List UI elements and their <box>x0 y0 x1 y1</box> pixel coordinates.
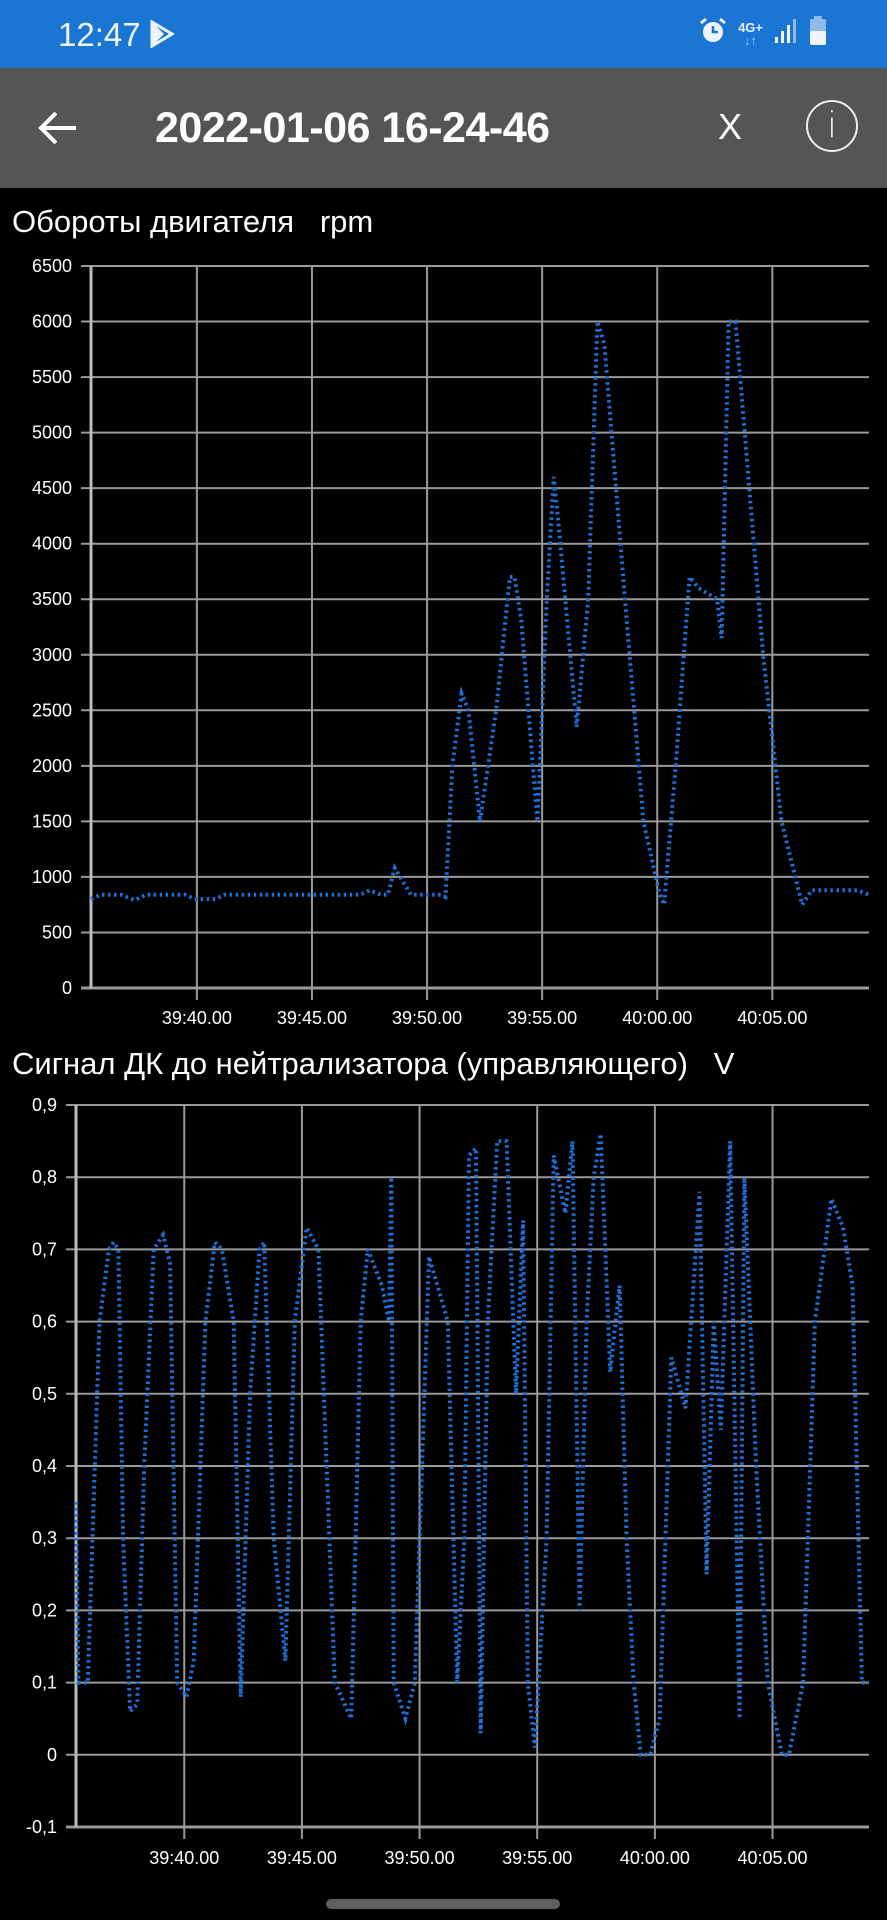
close-button[interactable]: X <box>718 106 743 147</box>
y-tick-label: 0,9 <box>32 1095 57 1115</box>
network-4g-plus-icon: 4G+ ↓↑ <box>738 19 763 48</box>
chart-title-engine-rpm: Обороты двигателя rpm <box>12 204 374 239</box>
y-tick-label: 2000 <box>32 756 72 776</box>
y-tick-label: 500 <box>42 922 72 942</box>
y-tick-label: 0 <box>47 1745 57 1765</box>
data-series-line <box>74 1133 869 1757</box>
y-tick-label: -0,1 <box>26 1817 57 1837</box>
signal-icon <box>773 17 799 50</box>
info-button[interactable]: i <box>806 100 858 152</box>
y-tick-label: 1000 <box>32 867 72 887</box>
y-tick-label: 4500 <box>32 478 72 498</box>
y-tick-label: 5500 <box>32 367 72 387</box>
x-tick-label: 39:55.00 <box>502 1848 572 1868</box>
y-tick-label: 0 <box>62 978 72 998</box>
data-series-line <box>90 319 870 910</box>
x-tick-label: 39:40.00 <box>149 1848 219 1868</box>
page-title: 2022-01-06 16-24-46 <box>155 104 550 152</box>
chart-title-o2-sensor: Сигнал ДК до нейтрализатора (управляющег… <box>12 1046 735 1081</box>
x-tick-label: 39:40.00 <box>162 1008 232 1028</box>
y-tick-label: 1500 <box>32 811 72 831</box>
arrow-left-icon <box>38 111 76 145</box>
y-tick-label: 0,8 <box>32 1167 57 1187</box>
status-icons: 4G+ ↓↑ <box>698 16 827 51</box>
play-store-icon <box>150 19 176 53</box>
y-tick-label: 4000 <box>32 534 72 554</box>
y-tick-label: 3000 <box>32 645 72 665</box>
home-indicator[interactable] <box>326 1899 560 1909</box>
y-tick-label: 3500 <box>32 589 72 609</box>
status-time: 12:47 <box>58 16 141 53</box>
y-tick-label: 0,1 <box>32 1673 57 1693</box>
y-tick-label: 6000 <box>32 312 72 332</box>
y-tick-label: 0,6 <box>32 1312 57 1332</box>
y-tick-label: 0,7 <box>32 1239 57 1259</box>
x-tick-label: 40:00.00 <box>622 1008 692 1028</box>
x-tick-label: 39:50.00 <box>385 1848 455 1868</box>
x-tick-label: 39:45.00 <box>267 1848 337 1868</box>
x-tick-label: 39:55.00 <box>507 1008 577 1028</box>
y-tick-label: 0,4 <box>32 1456 57 1476</box>
y-tick-label: 0,3 <box>32 1528 57 1548</box>
x-tick-label: 39:45.00 <box>277 1008 347 1028</box>
x-tick-label: 40:05.00 <box>737 1008 807 1028</box>
back-button[interactable] <box>36 108 80 148</box>
status-bar: 12:47 4G+ ↓↑ <box>0 0 887 68</box>
y-tick-label: 0,5 <box>32 1384 57 1404</box>
y-tick-label: 5000 <box>32 423 72 443</box>
app-bar: 2022-01-06 16-24-46 X i <box>0 68 887 188</box>
y-tick-label: 6500 <box>32 256 72 276</box>
x-tick-label: 40:05.00 <box>737 1848 807 1868</box>
y-tick-label: 2500 <box>32 700 72 720</box>
y-tick-label: 0,2 <box>32 1600 57 1620</box>
x-tick-label: 40:00.00 <box>620 1848 690 1868</box>
battery-icon <box>809 16 827 51</box>
x-tick-label: 39:50.00 <box>392 1008 462 1028</box>
alarm-icon <box>698 16 728 51</box>
